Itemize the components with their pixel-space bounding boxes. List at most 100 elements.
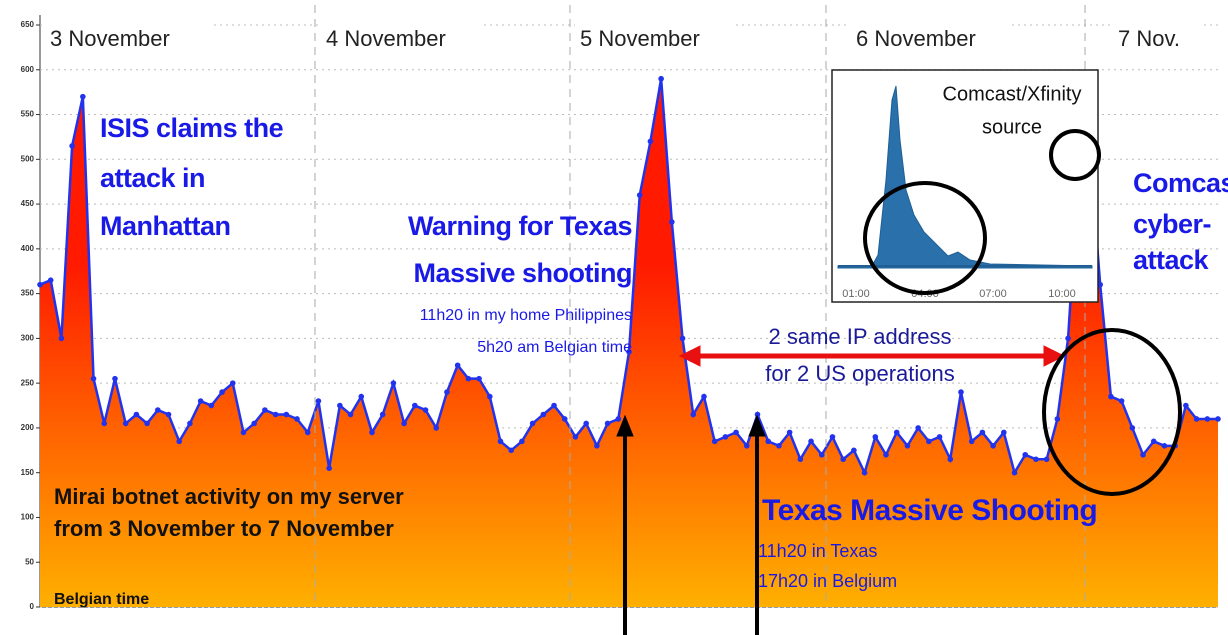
point (979, 429, 986, 436)
label-bg (1112, 24, 1202, 56)
point (893, 429, 900, 436)
point (572, 434, 579, 440)
point (390, 380, 397, 386)
point (968, 438, 975, 445)
point (101, 420, 108, 427)
annotation: 11h20 in Texas (758, 541, 877, 561)
label-bg (320, 24, 480, 56)
point (369, 429, 375, 436)
point (904, 443, 911, 449)
annotation: Mirai botnet activity on my server (54, 484, 404, 509)
point (326, 465, 332, 472)
arrow-head (748, 414, 766, 437)
point (251, 420, 257, 427)
point (551, 402, 557, 409)
point (615, 416, 622, 422)
annotation: Texas Massive Shooting (762, 494, 1097, 527)
point (519, 438, 525, 445)
point (1043, 456, 1050, 463)
point (165, 411, 172, 418)
arrow-head (678, 345, 701, 367)
point (561, 416, 568, 422)
point (1204, 416, 1211, 422)
point (594, 443, 600, 449)
point (294, 416, 300, 422)
point (947, 456, 954, 463)
point (112, 375, 118, 382)
point (80, 93, 86, 100)
point (829, 434, 836, 440)
point (486, 393, 493, 400)
point (497, 438, 504, 445)
ip-arrow (678, 345, 1066, 367)
y-tick-label: 400 (21, 244, 35, 253)
area (40, 78, 1218, 607)
point (754, 411, 761, 418)
point (337, 402, 343, 409)
point (872, 434, 879, 440)
annotation: 5h20 am Belgian time (477, 339, 632, 356)
point (465, 375, 472, 382)
point (155, 407, 161, 413)
point (776, 443, 782, 449)
annotation: attack (1133, 245, 1210, 275)
point (658, 75, 664, 82)
point (219, 389, 225, 395)
inset-tick-label: 10:00 (1048, 288, 1076, 300)
y-tick-label: 50 (25, 557, 34, 566)
highlight-circle (863, 181, 987, 295)
y-tick-label: 150 (21, 468, 35, 477)
point (1129, 425, 1136, 431)
annotation: 17h20 in Belgium (758, 571, 897, 591)
y-tick-label: 350 (21, 289, 35, 298)
point (422, 407, 429, 413)
annotation: Belgian time (54, 591, 149, 608)
y-tick-label: 550 (21, 110, 35, 119)
point (861, 469, 868, 476)
point (1022, 451, 1029, 458)
point (1033, 456, 1039, 463)
point (197, 398, 204, 404)
inset-tick-label: 07:00 (979, 288, 1007, 300)
y-tick-label: 250 (21, 378, 35, 387)
point (176, 438, 183, 445)
point (936, 434, 943, 440)
arrow-head (616, 414, 634, 437)
point (583, 420, 589, 427)
annotation: ISIS claims the (100, 113, 284, 143)
highlight-circle (1049, 129, 1101, 181)
arrow-head (1043, 345, 1066, 367)
day-label: 6 November (856, 26, 976, 51)
inset-tick-label: 01:00 (842, 288, 870, 300)
point (444, 389, 450, 395)
point (840, 456, 846, 463)
point (122, 420, 129, 427)
point (90, 375, 97, 382)
point (208, 402, 215, 409)
point (1108, 393, 1114, 400)
inset: Comcast/Xfinity source 01:00 04:00 07:00… (831, 69, 1099, 303)
point (1118, 398, 1125, 404)
point (347, 411, 354, 418)
label-bg (44, 24, 214, 56)
point (508, 447, 514, 454)
point (626, 349, 632, 355)
y-tick-label: 450 (21, 199, 35, 208)
point (412, 402, 418, 409)
point (315, 398, 322, 404)
point (454, 362, 461, 369)
label-bg (575, 24, 735, 56)
point (733, 429, 739, 436)
point (69, 143, 75, 149)
day-label: 7 Nov. (1118, 26, 1180, 51)
annotation: from 3 November to 7 November (54, 516, 394, 541)
annotation: cyber- (1133, 209, 1211, 239)
point (818, 451, 825, 458)
y-tick-label: 200 (21, 423, 35, 432)
y-tick-label: 300 (21, 333, 35, 342)
point (915, 425, 921, 431)
inset-title: source (982, 116, 1042, 138)
point (1183, 402, 1189, 409)
y-tick-label: 100 (21, 513, 35, 522)
day-labels: 3 November 4 November 5 November 6 Novem… (44, 24, 1202, 56)
